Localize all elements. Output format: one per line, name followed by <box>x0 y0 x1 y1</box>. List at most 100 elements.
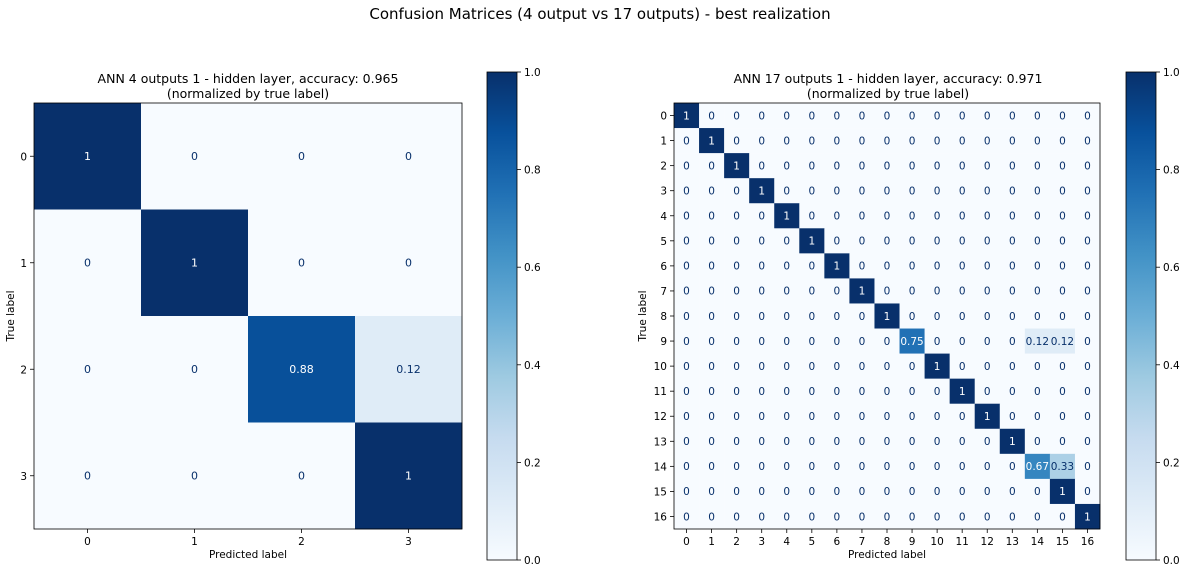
chart-left-title: ANN 4 outputs 1 - hidden layer, accuracy… <box>98 71 399 86</box>
right-cell-r8-c5 <box>799 303 825 329</box>
right-cell-r2-c12 <box>974 153 1001 179</box>
right-cell-label-r9-c5: 0 <box>808 336 815 348</box>
right-cell-label-r13-c12: 0 <box>984 436 991 448</box>
left-cbar-tick-label: 0.6 <box>524 262 541 274</box>
right-cell-r10-c13 <box>999 353 1026 379</box>
right-cell-label-r3-c2: 0 <box>733 185 740 197</box>
chart-right-xlabel: Predicted label <box>848 549 926 561</box>
right-cell-label-r9-c12: 0 <box>984 336 991 348</box>
right-cell-r2-c14 <box>1024 153 1051 179</box>
left-cell-label-r0-c3: 0 <box>405 150 412 163</box>
right-cell-r5-c8 <box>874 228 900 254</box>
right-cell-r8-c2 <box>724 303 750 329</box>
right-cell-label-r6-c3: 0 <box>758 261 765 273</box>
chart-left-ylabel: True label <box>5 290 17 342</box>
right-cell-r14-c5 <box>799 453 825 480</box>
right-xtick-label: 13 <box>1006 536 1019 548</box>
right-cbar-tick-label: 1.0 <box>1163 67 1180 79</box>
right-cell-label-r12-c1: 0 <box>708 411 715 423</box>
right-cell-r16-c5 <box>799 503 825 530</box>
right-cell-label-r6-c7: 0 <box>859 261 866 273</box>
right-cell-label-r14-c11: 0 <box>959 461 966 473</box>
right-cell-r6-c9 <box>899 253 925 279</box>
right-cell-label-r15-c0: 0 <box>683 486 690 498</box>
right-cell-r8-c6 <box>824 303 850 329</box>
right-cell-r8-c13 <box>999 303 1026 329</box>
right-cell-r9-c13 <box>999 328 1026 354</box>
right-cell-r14-c13 <box>999 453 1026 480</box>
right-cell-r3-c13 <box>999 178 1026 204</box>
right-cell-label-r7-c15: 0 <box>1059 286 1066 298</box>
right-cell-r14-c12 <box>974 453 1001 480</box>
right-cell-r0-c2 <box>724 103 750 129</box>
right-cell-label-r9-c7: 0 <box>859 336 866 348</box>
left-cbar-tick-label: 0.4 <box>524 360 541 372</box>
right-cell-label-r0-c3: 0 <box>758 110 765 122</box>
right-cell-r16-c16 <box>1074 503 1101 530</box>
right-cell-label-r5-c2: 0 <box>733 236 740 248</box>
right-cell-r15-c10 <box>924 478 950 505</box>
right-cell-r4-c5 <box>799 203 825 229</box>
right-cell-r7-c4 <box>774 278 800 304</box>
right-cell-r13-c5 <box>799 428 825 455</box>
right-cell-label-r6-c5: 0 <box>808 261 815 273</box>
left-cell-label-r3-c3: 1 <box>405 470 412 483</box>
right-cell-label-r13-c7: 0 <box>859 436 866 448</box>
chart-right: ANN 17 outputs 1 - hidden layer, accurac… <box>637 67 1180 567</box>
right-cell-r8-c8 <box>874 303 900 329</box>
right-cell-r6-c1 <box>699 253 725 279</box>
right-cell-r14-c2 <box>724 453 750 480</box>
right-cell-label-r6-c1: 0 <box>708 261 715 273</box>
right-cell-r13-c11 <box>949 428 976 455</box>
right-cell-label-r1-c9: 0 <box>909 135 916 147</box>
right-cell-r10-c12 <box>974 353 1001 379</box>
right-cell-label-r2-c0: 0 <box>683 160 690 172</box>
right-cell-label-r2-c16: 0 <box>1084 160 1091 172</box>
right-cell-r15-c15 <box>1049 478 1076 505</box>
right-cell-r13-c16 <box>1074 428 1101 455</box>
right-cell-label-r13-c13: 1 <box>1009 436 1016 448</box>
right-ytick-label: 16 <box>654 511 668 523</box>
right-cell-r9-c3 <box>749 328 775 354</box>
right-cell-r7-c11 <box>949 278 976 304</box>
right-cell-label-r14-c10: 0 <box>934 461 941 473</box>
right-cell-r14-c6 <box>824 453 850 480</box>
right-cell-label-r1-c0: 0 <box>683 135 690 147</box>
right-cell-label-r16-c16: 1 <box>1084 511 1091 523</box>
left-cell-r2-c1 <box>141 316 249 423</box>
left-cbar-tick-label: 0.0 <box>524 555 541 567</box>
right-cell-label-r7-c11: 0 <box>959 286 966 298</box>
left-cell-label-r2-c2: 0.88 <box>289 363 314 376</box>
right-cbar-tick-label: 0.8 <box>1163 165 1180 177</box>
right-cell-r6-c14 <box>1024 253 1051 279</box>
right-cbar-tick-label: 0.6 <box>1163 262 1180 274</box>
right-cell-label-r3-c15: 0 <box>1059 185 1066 197</box>
right-cell-label-r12-c9: 0 <box>909 411 916 423</box>
right-cell-label-r6-c6: 1 <box>834 261 841 273</box>
right-cell-r13-c8 <box>874 428 900 455</box>
right-cell-label-r2-c6: 0 <box>834 160 841 172</box>
right-cell-r16-c3 <box>749 503 775 530</box>
right-cell-r7-c8 <box>874 278 900 304</box>
right-cbar-tick-label: 0.4 <box>1163 360 1180 372</box>
right-cell-label-r10-c0: 0 <box>683 361 690 373</box>
right-cell-label-r0-c11: 0 <box>959 110 966 122</box>
right-cell-label-r10-c1: 0 <box>708 361 715 373</box>
right-cell-label-r14-c16: 0 <box>1084 461 1091 473</box>
right-cell-label-r0-c5: 0 <box>808 110 815 122</box>
right-cell-label-r13-c11: 0 <box>959 436 966 448</box>
right-cell-r6-c0 <box>674 253 700 279</box>
right-cell-r12-c0 <box>674 403 700 430</box>
right-cell-r5-c13 <box>999 228 1026 254</box>
right-cell-label-r8-c0: 0 <box>683 311 690 323</box>
right-cell-r16-c12 <box>974 503 1001 530</box>
right-cell-label-r13-c15: 0 <box>1059 436 1066 448</box>
right-cell-label-r8-c11: 0 <box>959 311 966 323</box>
right-cell-label-r11-c7: 0 <box>859 386 866 398</box>
right-cell-label-r3-c0: 0 <box>683 185 690 197</box>
right-cell-r15-c13 <box>999 478 1026 505</box>
right-cell-r6-c3 <box>749 253 775 279</box>
right-cell-label-r15-c13: 0 <box>1009 486 1016 498</box>
right-cell-label-r11-c12: 0 <box>984 386 991 398</box>
right-cell-r1-c12 <box>974 128 1001 154</box>
